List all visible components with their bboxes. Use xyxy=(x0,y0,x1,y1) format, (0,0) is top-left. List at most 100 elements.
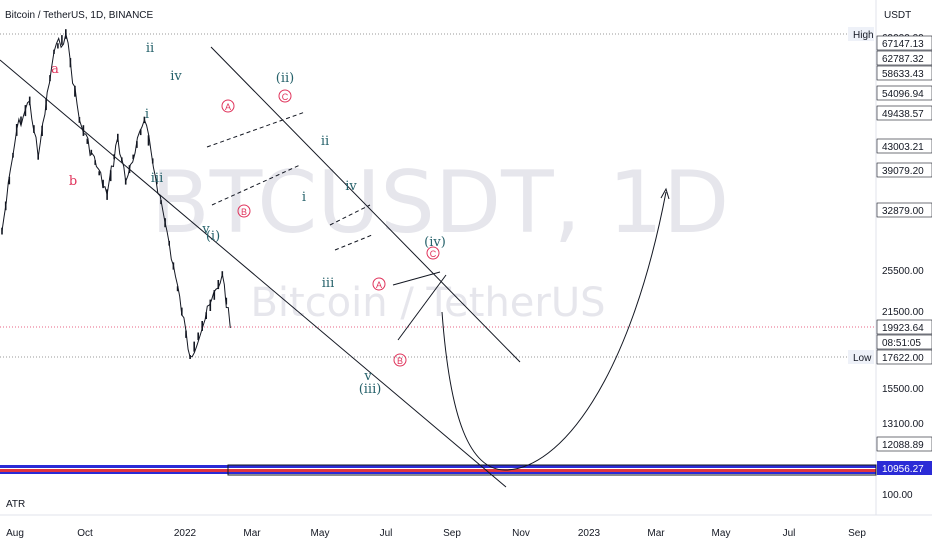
band-red xyxy=(0,469,876,472)
currency-label: USDT xyxy=(884,10,911,21)
time-tick-label: May xyxy=(311,528,330,539)
wave-label: (i) xyxy=(206,229,220,244)
wave-label: iii xyxy=(151,171,163,186)
scale-label: 62787.32 xyxy=(882,54,924,65)
scale-label: 39079.20 xyxy=(882,166,924,177)
wave-labels: abiiiviiii(ii)ACBv(i)iiiiviii(iv)CABv(ii… xyxy=(51,41,446,397)
scale-label: 10956.27 xyxy=(882,464,924,475)
wave-label: A xyxy=(376,280,382,290)
scale-label-bg xyxy=(876,138,932,154)
wave-label: i xyxy=(302,190,306,205)
wave-label: (iii) xyxy=(359,382,382,397)
scale-label: 67147.13 xyxy=(882,39,924,50)
atr-value: 100.00 xyxy=(882,490,913,501)
scale-label-bg xyxy=(876,85,932,101)
wave-label: A xyxy=(225,102,231,112)
time-tick-label: 2023 xyxy=(578,528,601,539)
subchannel-lower xyxy=(211,164,301,206)
wave-label: b xyxy=(69,174,77,189)
wedge-upper xyxy=(392,271,441,286)
price-line xyxy=(1,33,231,358)
time-axis: Aug Oct 2022 Mar May Jul Sep Nov 2023 Mar May Jul Se… xyxy=(6,528,866,539)
time-tick-label: Mar xyxy=(243,528,261,539)
wave-label: iv xyxy=(170,69,182,84)
subchannel-upper xyxy=(206,111,306,148)
time-tick-label: Sep xyxy=(848,528,866,539)
watermark-name: Bitcoin / TetherUS xyxy=(250,280,605,326)
band-box xyxy=(227,464,877,476)
band-blue xyxy=(0,465,876,468)
scale-label: 58633.43 xyxy=(882,69,924,80)
time-tick-label: Jul xyxy=(783,528,796,539)
scale-label: 21500.00 xyxy=(882,307,924,318)
wave-label: C xyxy=(430,249,437,259)
wave-label: v xyxy=(201,222,210,237)
wave-label: B xyxy=(241,207,247,217)
time-tick-label: 2022 xyxy=(174,528,197,539)
price-series xyxy=(1,29,231,359)
time-tick-label: Oct xyxy=(77,528,93,539)
scale-label-bg xyxy=(876,436,932,452)
time-tick-label: Nov xyxy=(512,528,530,539)
wave-label: (ii) xyxy=(276,71,294,86)
channel-lower-line[interactable] xyxy=(0,59,507,488)
time-tick-label: Aug xyxy=(6,528,24,539)
scale-tag: High xyxy=(853,30,874,41)
scale-tag: Low xyxy=(853,353,872,364)
scale-label-bg xyxy=(876,35,932,51)
scale-label: 12088.89 xyxy=(882,440,924,451)
band-blue-2 xyxy=(0,472,876,474)
wave-label-circle xyxy=(426,246,440,260)
wave-label: ii xyxy=(146,41,154,56)
scale-tag-bg xyxy=(848,27,874,41)
wedge-lower xyxy=(397,274,447,341)
scale-label: 25500.00 xyxy=(882,266,924,277)
wave-label: iii xyxy=(322,276,334,291)
scale-label-bg xyxy=(877,461,932,475)
scale-label: 49438.57 xyxy=(882,109,924,120)
wave-label-circle xyxy=(372,277,386,291)
wave-label: C xyxy=(282,92,289,102)
wave-label: iv xyxy=(345,179,357,194)
time-tick-label: May xyxy=(712,528,731,539)
wave-label-circle xyxy=(393,353,407,367)
scale-label-bg xyxy=(876,105,932,121)
scale-label-bg xyxy=(876,162,932,178)
scale-label: 19923.64 xyxy=(882,323,924,334)
projection-arrowhead xyxy=(660,187,670,200)
scale-label-bg xyxy=(876,65,932,81)
wave-label-circle xyxy=(278,89,292,103)
scale-label-bg xyxy=(876,334,932,350)
subchannel2-upper xyxy=(329,204,371,226)
scale-label-bg xyxy=(876,319,932,335)
scale-label: 43003.21 xyxy=(882,142,924,153)
wave-label: (iv) xyxy=(424,235,446,250)
price-scale: 69000.00High67147.1362787.3258633.435409… xyxy=(848,27,932,475)
watermark-ticker: BTCUSDT, 1D xyxy=(151,153,729,253)
atr-label: ATR xyxy=(6,499,25,510)
scale-label-bg xyxy=(876,202,932,218)
wave-label: B xyxy=(397,356,403,366)
wave-label: i xyxy=(145,107,149,122)
scale-label-bg xyxy=(876,50,932,66)
scale-label: 32879.00 xyxy=(882,206,924,217)
symbol-title: Bitcoin / TetherUS, 1D, BINANCE xyxy=(5,10,154,21)
channel-upper-line[interactable] xyxy=(210,46,521,363)
scale-label: 13100.00 xyxy=(882,419,924,430)
scale-tag-bg xyxy=(848,350,874,364)
scale-label: 08:51:05 xyxy=(882,338,921,349)
wave-label: a xyxy=(51,62,59,77)
scale-label: 15500.00 xyxy=(882,384,924,395)
wave-label-circle xyxy=(237,204,251,218)
time-tick-label: Mar xyxy=(647,528,665,539)
chart-pane[interactable] xyxy=(0,0,876,515)
time-tick-label: Jul xyxy=(380,528,393,539)
time-tick-label: Sep xyxy=(443,528,461,539)
scale-label: 54096.94 xyxy=(882,89,924,100)
wave-label: ii xyxy=(321,134,329,149)
scale-label-bg xyxy=(876,349,932,365)
projection-curve[interactable] xyxy=(441,191,667,471)
scale-label: 17622.00 xyxy=(882,353,924,364)
wave-label: v xyxy=(363,369,372,384)
